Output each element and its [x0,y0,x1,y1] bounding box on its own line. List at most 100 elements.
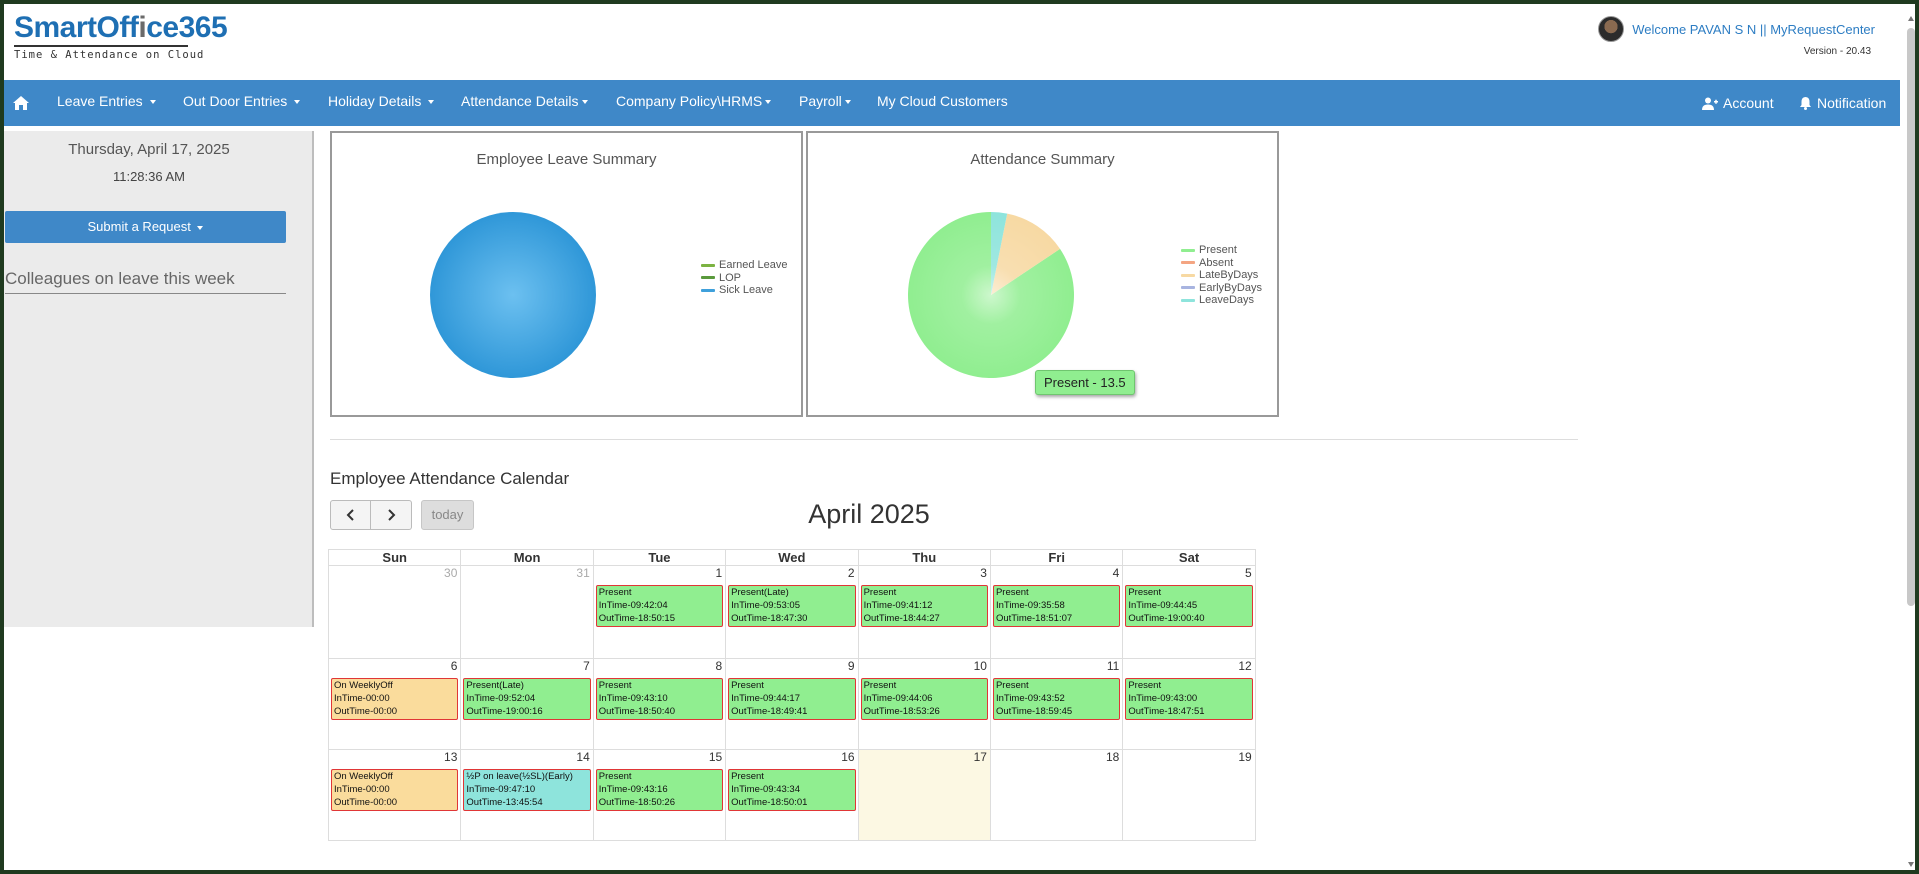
calendar-day-cell[interactable]: 6 On WeeklyOff InTime-00:00 OutTime-00:00 [328,658,462,750]
day-number: 3 [980,566,987,580]
leave-pie[interactable] [430,212,596,378]
calendar-day-cell[interactable]: 8 Present InTime-09:43:10 OutTime-18:50:40 [592,658,727,750]
legend-swatch [1181,261,1195,265]
attendance-event[interactable]: ½P on leave(½SL)(Early) InTime-09:47:10 Ou… [463,769,591,811]
attendance-event[interactable]: Present InTime-09:43:16 OutTime-18:50:26 [595,769,724,811]
day-number: 5 [1245,566,1252,580]
day-number: 1 [715,566,723,580]
legend-label: LOP [719,271,742,284]
legend-item[interactable]: LOP [701,272,788,285]
main-navbar: Leave Entries Out Door Entries Holiday D… [4,80,1900,126]
event-out: OutTime-18:51:07 [995,613,1073,624]
legend-item[interactable]: LeaveDays [1181,294,1262,307]
calendar-day-cell[interactable]: 16 Present InTime-09:43:34 OutTime-18:50:01 [725,749,859,841]
avatar[interactable] [1598,16,1625,42]
calendar-day-cell[interactable]: 31 [460,565,594,659]
calendar-day-header: Sun Mon Tue Wed Thu Fri Sat [328,549,1263,566]
attendance-event[interactable]: Present InTime-09:43:10 OutTime-18:50:40 [595,678,724,720]
calendar-day-cell[interactable]: 10 Present InTime-09:44:06 OutTime-18:53:26 [857,658,991,750]
caret-down-icon [844,100,851,105]
attendance-event[interactable]: On WeeklyOff InTime-00:00 OutTime-00:00 [331,678,459,720]
nav-holiday-details[interactable]: Holiday Details [328,80,435,126]
calendar-day-cell[interactable]: 15 Present InTime-09:43:16 OutTime-18:50:26 [592,749,727,841]
event-in: InTime-09:43:52 [995,693,1065,704]
attendance-event[interactable]: On WeeklyOff InTime-00:00 OutTime-00:00 [331,769,459,811]
attendance-event[interactable]: Present InTime-09:43:52 OutTime-18:59:45 [992,678,1121,720]
event-status: Present [995,587,1029,598]
logo-brand: SmartOffice365 [14,11,228,44]
calendar-day-cell[interactable]: 12 Present InTime-09:43:00 OutTime-18:47:51 [1122,658,1256,750]
calendar-day-cell[interactable]: 5 Present InTime-09:44:45 OutTime-19:00:40 [1122,565,1256,659]
nav-out-door-entries[interactable]: Out Door Entries [183,80,301,126]
attendance-event[interactable]: Present InTime-09:41:12 OutTime-18:44:27 [860,585,988,627]
event-status: Present [1128,587,1162,598]
legend-item[interactable]: Present [1181,244,1262,257]
prev-month-button[interactable] [330,500,371,530]
calendar-day-cell[interactable]: 7 Present(Late) InTime-09:52:04 OutTime-19:… [460,658,594,750]
calendar-day-cell[interactable]: 1 Present InTime-09:42:04 OutTime-18:50:15 [592,565,727,659]
left-sidebar: Thursday, April 17, 2025 11:28:36 AM Sub… [4,131,314,627]
attendance-event[interactable]: Present InTime-09:43:00 OutTime-18:47:51 [1125,678,1253,720]
calendar-day-cell[interactable]: 9 Present InTime-09:44:17 OutTime-18:49:41 [725,658,859,750]
welcome-area: Welcome PAVAN S N || MyRequestCenter [1598,16,1875,42]
page-scrollbar[interactable] [1906,16,1915,870]
leave-pie-svg [430,212,596,378]
day-number: 15 [708,750,723,764]
welcome-link[interactable]: Welcome PAVAN S N || MyRequestCenter [1632,21,1875,37]
nav-attendance-details[interactable]: Attendance Details [461,80,588,126]
attendance-event[interactable]: Present(Late) InTime-09:53:05 OutTime-18:4… [728,585,856,627]
next-month-button[interactable] [371,500,412,530]
nav-label: Out Door Entries [183,93,288,109]
calendar-week: 13 On WeeklyOff InTime-00:00 OutTime-00:00 1… [328,749,1263,841]
legend-item[interactable]: Absent [1181,257,1262,270]
event-out: OutTime-18:49:41 [731,706,808,717]
event-status: Present [598,587,632,598]
calendar-day-cell[interactable]: 14 ½P on leave(½SL)(Early) InTime-09:47:10… [460,749,594,841]
attendance-event[interactable]: Present InTime-09:44:45 OutTime-19:00:40 [1125,585,1253,627]
home-icon[interactable] [12,94,30,112]
attendance-event[interactable]: Present(Late) InTime-09:52:04 OutTime-19:0… [463,678,591,720]
legend-item[interactable]: LateByDays [1181,269,1262,282]
calendar-body: 30 31 1 Present InTime-09:42:04 OutTime-18:50… [328,565,1263,841]
scrollbar-thumb[interactable] [1907,28,1915,606]
calendar-day-cell[interactable]: 30 [328,565,462,659]
nav-payroll[interactable]: Payroll [799,80,851,126]
account-label: Account [1723,95,1774,111]
calendar-day-cell[interactable]: 13 On WeeklyOff InTime-00:00 OutTime-00:00 [328,749,462,841]
legend-label: Absent [1199,256,1234,269]
calendar-day-cell[interactable]: 4 Present InTime-09:35:58 OutTime-18:51:07 [989,565,1124,659]
nav-my-cloud-customers[interactable]: My Cloud Customers [877,80,1008,126]
calendar-day-cell[interactable]: 2 Present(Late) InTime-09:53:05 OutTime-18:… [725,565,859,659]
calendar-day-cell[interactable]: 11 Present InTime-09:43:52 OutTime-18:59:45 [989,658,1124,750]
event-out: OutTime-18:50:01 [731,797,808,808]
nav-leave-entries[interactable]: Leave Entries [57,80,156,126]
legend-item[interactable]: Earned Leave [701,259,788,272]
nav-company-policy[interactable]: Company Policy\HRMS [616,80,772,126]
logo[interactable]: SmartOffice365 Time & Attendance on Clou… [14,11,228,61]
attendance-event[interactable]: Present InTime-09:43:34 OutTime-18:50:01 [728,769,856,811]
scroll-up-arrow-icon[interactable] [1908,16,1914,21]
today-button[interactable]: today [421,500,474,530]
legend-item[interactable]: EarlyByDays [1181,282,1262,295]
submit-request-button[interactable]: Submit a Request [5,211,286,243]
nav-notification[interactable]: Notification [1799,80,1886,126]
attendance-event[interactable]: Present InTime-09:35:58 OutTime-18:51:07 [992,585,1121,627]
event-status: Present [863,680,897,691]
event-status: Present [731,680,764,691]
legend-item[interactable]: Sick Leave [701,284,788,297]
pie-slice-sick-leave[interactable] [430,212,596,378]
day-number: 8 [715,659,723,673]
scroll-down-arrow-icon[interactable] [1908,862,1914,867]
calendar-day-cell[interactable]: 18 [989,749,1124,841]
calendar-day-cell[interactable]: 19 [1122,749,1256,841]
attendance-event[interactable]: Present InTime-09:42:04 OutTime-18:50:15 [595,585,724,627]
event-in: InTime-09:42:04 [598,600,668,611]
nav-account[interactable]: Account [1702,80,1774,126]
month-title: April 2025 [808,499,930,529]
event-out: OutTime-18:50:15 [598,613,675,624]
attendance-event[interactable]: Present InTime-09:44:17 OutTime-18:49:41 [728,678,856,720]
calendar-day-cell[interactable]: 3 Present InTime-09:41:12 OutTime-18:44:27 [857,565,991,659]
logo-brand-part: i [138,11,147,44]
attendance-event[interactable]: Present InTime-09:44:06 OutTime-18:53:26 [860,678,988,720]
calendar-day-cell[interactable]: 17 [857,749,991,841]
